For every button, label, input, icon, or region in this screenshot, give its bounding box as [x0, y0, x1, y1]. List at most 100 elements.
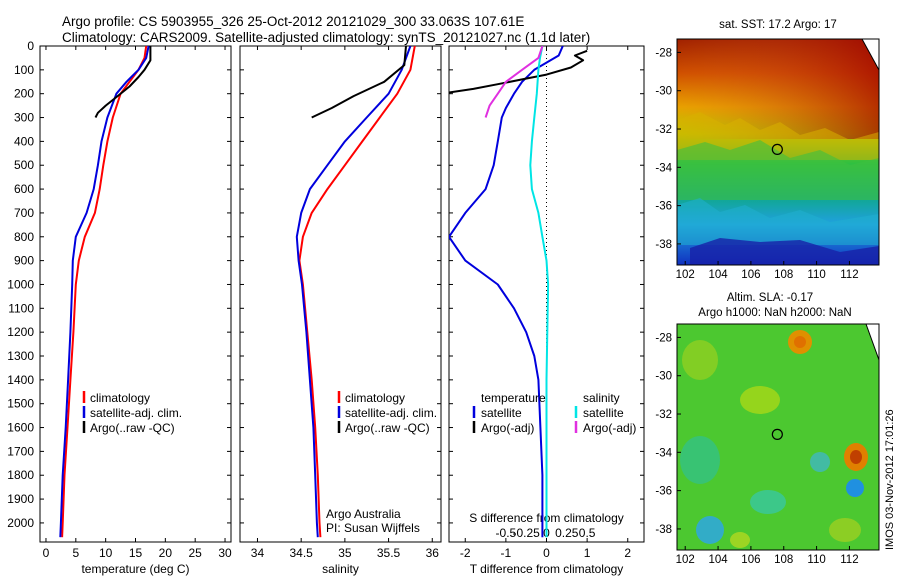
y-tick-label: 800	[14, 230, 34, 244]
y-tick-label: 2000	[7, 516, 34, 530]
x-tick-label: 36	[426, 546, 440, 560]
sst-heatmap	[677, 39, 879, 265]
map-x-tick-label: 112	[840, 269, 858, 281]
map-x-tick-label: 104	[708, 269, 728, 281]
series-line-s-satellite	[529, 46, 550, 538]
x-tick-label: -2	[460, 546, 471, 560]
map-x-tick-label: 102	[676, 269, 695, 281]
series-line-climatology	[298, 46, 416, 538]
sla-map-axes: 102 104 106 108 110 112 -28 -30 -32 -34 -36 -38	[655, 332, 858, 566]
y-tick-label: 1800	[7, 468, 34, 482]
legend-label-argo: Argo(..raw -QC)	[90, 421, 175, 435]
legend-label-climatology: climatology	[345, 391, 405, 405]
legend-label-s-argo: Argo(-adj)	[583, 421, 636, 435]
map-y-tick-label: -36	[655, 201, 672, 213]
sst-map-axes: 102 104 106 108 110 112 -28 -30 -32 -34 -36 -38	[655, 47, 858, 281]
series-line-argo-raw-qc-	[94, 46, 152, 118]
series-line-s-argo-adj-	[484, 46, 544, 118]
map-x-tick-label: 106	[741, 269, 760, 281]
y-tick-label: 1600	[7, 421, 34, 435]
sla-map-title-1: Altim. SLA: -0.17	[727, 292, 813, 304]
x-tick-label: 25	[189, 546, 203, 560]
map-y-tick-label: -32	[655, 124, 672, 136]
argo-location-marker	[771, 143, 783, 155]
x-tick-label: 1	[584, 546, 591, 560]
map-x-tick-label: 110	[807, 554, 825, 566]
x-tick-label: 30	[218, 546, 232, 560]
x-tick-label: 34.5	[289, 546, 313, 560]
series-line-argo-raw-qc-	[311, 46, 407, 119]
series-line-satellite-adj-clim-	[295, 46, 412, 538]
y-tick-label: 900	[14, 254, 34, 268]
map-y-tick-label: -36	[655, 486, 672, 498]
y-tick-label: 1100	[8, 301, 34, 315]
map-x-tick-label: 110	[807, 269, 825, 281]
map-x-tick-label: 108	[774, 554, 793, 566]
y-tick-label: 500	[14, 158, 34, 172]
x-tick-label: 0	[43, 546, 50, 560]
legend-label-satellite: satellite-adj. clim.	[90, 406, 182, 420]
plot-frame	[39, 45, 232, 543]
map-y-tick-label: -32	[655, 409, 672, 421]
salinity-legend: climatology satellite-adj. clim. Argo(..…	[337, 391, 437, 435]
map-x-tick-label: 104	[708, 554, 728, 566]
y-tick-label: 1700	[7, 444, 34, 458]
series-line-climatology	[61, 46, 148, 538]
y-tick-label: 1300	[7, 349, 34, 363]
series-line-t-satellite	[449, 46, 564, 538]
temperature-legend: climatology satellite-adj. clim. Argo(..…	[82, 391, 182, 435]
s-tick-label: -0.5	[496, 526, 517, 540]
y-tick-label: 1400	[7, 373, 34, 387]
map-y-tick-label: -34	[655, 447, 672, 459]
imos-timestamp: IMOS 03-Nov-2012 17:01:26	[884, 409, 896, 550]
y-tick-label: 0	[27, 39, 34, 53]
legend-label-argo: Argo(..raw -QC)	[345, 421, 430, 435]
x-axis-label: salinity	[322, 562, 359, 576]
map-y-tick-label: -38	[655, 239, 672, 251]
x-tick-label: 0	[543, 546, 550, 560]
argo-location-marker	[771, 428, 783, 440]
legend-label-t-satellite: satellite	[481, 406, 522, 420]
map-y-tick-label: -30	[655, 371, 672, 383]
sst-map-title: sat. SST: 17.2 Argo: 17	[719, 19, 837, 31]
map-y-tick-label: -38	[655, 524, 672, 536]
legend-header-salinity: salinity	[583, 391, 620, 405]
series-line-satellite-adj-clim-	[59, 46, 150, 538]
x-tick-label: 15	[129, 546, 143, 560]
x-tick-label: 2	[624, 546, 631, 560]
credit-text: Argo Australia	[326, 507, 401, 521]
y-tick-label: 700	[14, 206, 34, 220]
s-tick-label: 0.5	[579, 526, 596, 540]
y-tick-label: 100	[14, 63, 34, 77]
y-tick-label: 300	[14, 111, 34, 125]
x-tick-label: 20	[159, 546, 173, 560]
map-y-tick-label: -34	[655, 162, 672, 174]
header-line-2: Climatology: CARS2009. Satellite-adjuste…	[62, 30, 590, 45]
map-x-tick-label: 108	[774, 269, 793, 281]
y-tick-label: 400	[14, 134, 34, 148]
map-y-tick-label: -28	[655, 332, 672, 344]
plot-frame	[239, 45, 442, 543]
y-tick-label: 200	[14, 87, 34, 101]
map-x-tick-label: 112	[840, 554, 858, 566]
legend-label-t-argo: Argo(-adj)	[481, 421, 534, 435]
legend-label-satellite: satellite-adj. clim.	[345, 406, 437, 420]
difference-legend: temperature salinity satellite Argo(-adj…	[472, 391, 636, 435]
map-x-tick-label: 102	[676, 554, 695, 566]
sla-heatmap	[677, 324, 879, 550]
sst-map-panel: sat. SST: 17.2 Argo: 17 102 104 106 108 110 1…	[655, 19, 880, 281]
x-tick-label: 10	[99, 546, 113, 560]
x-tick-label: 34	[251, 546, 265, 560]
x-tick-label: 5	[72, 546, 79, 560]
legend-header-temperature: temperature	[481, 391, 546, 405]
y-tick-label: 1000	[7, 277, 34, 291]
x-tick-label: 35	[338, 546, 352, 560]
x-tick-label: -1	[501, 546, 512, 560]
salinity-profile-panel: 34 34.5 35 35.5 36 salinity	[239, 45, 442, 576]
map-y-tick-label: -28	[655, 47, 672, 59]
header-line-1: Argo profile: CS 5903955_326 25-Oct-2012…	[62, 14, 524, 29]
legend-label-climatology: climatology	[90, 391, 150, 405]
y-tick-label: 1500	[7, 397, 34, 411]
x-tick-label: 35.5	[377, 546, 401, 560]
